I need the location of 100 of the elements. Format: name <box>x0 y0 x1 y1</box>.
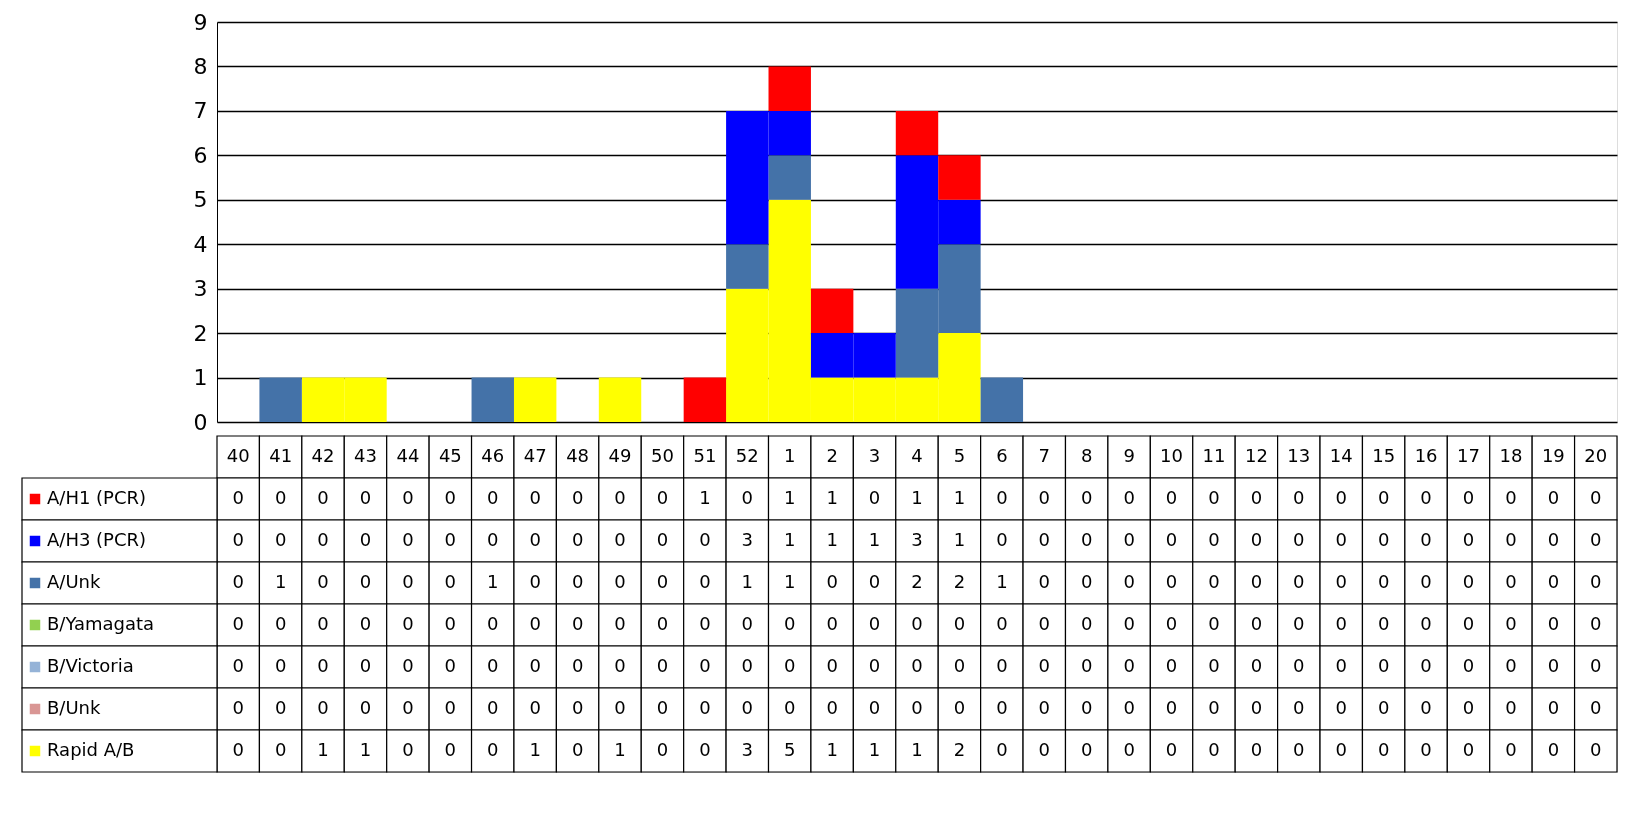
data-label: 1 <box>529 739 541 760</box>
data-label: 0 <box>656 571 669 592</box>
data-label: 0 <box>1208 529 1220 550</box>
data-label: 1 <box>359 739 372 760</box>
x-tick-label: 49 <box>608 445 632 466</box>
data-label: 0 <box>1250 529 1263 550</box>
x-tick-label: 46 <box>481 445 505 466</box>
data-label: 0 <box>1208 655 1220 676</box>
data-label: 1 <box>317 739 329 760</box>
x-tick-label: 15 <box>1372 445 1396 466</box>
data-label: 0 <box>1377 613 1390 634</box>
data-label: 0 <box>614 697 626 718</box>
data-label: 3 <box>741 529 754 550</box>
data-label: 0 <box>317 571 329 592</box>
data-label: 3 <box>741 739 754 760</box>
x-tick-label: 7 <box>1038 445 1050 466</box>
data-label: 0 <box>402 655 414 676</box>
data-label: 0 <box>996 487 1008 508</box>
data-label: 0 <box>1590 655 1602 676</box>
data-label: 0 <box>1547 739 1560 760</box>
data-label: 0 <box>487 697 499 718</box>
data-label: 0 <box>1293 697 1305 718</box>
y-tick-label: 1 <box>193 365 208 391</box>
data-label: 0 <box>274 739 287 760</box>
data-label: 0 <box>784 613 796 634</box>
data-label: 0 <box>699 613 711 634</box>
x-tick-label: 45 <box>438 445 462 466</box>
y-tick-label: 8 <box>193 53 208 79</box>
data-label: 1 <box>784 487 796 508</box>
data-label: 0 <box>232 697 244 718</box>
x-tick-label: 4 <box>911 445 923 466</box>
data-label: 1 <box>826 487 838 508</box>
data-label: 0 <box>1038 487 1050 508</box>
data-label: 0 <box>1547 697 1560 718</box>
data-label: 0 <box>571 613 584 634</box>
x-tick-label: 52 <box>735 445 759 466</box>
data-label: 1 <box>487 571 499 592</box>
data-label: 0 <box>571 739 584 760</box>
data-label: 1 <box>826 739 838 760</box>
x-tick-label: 11 <box>1202 445 1226 466</box>
data-label: 0 <box>1293 739 1305 760</box>
data-label: 0 <box>1590 697 1602 718</box>
data-label: 0 <box>1080 613 1093 634</box>
data-label: 0 <box>699 697 711 718</box>
data-label: 0 <box>1377 655 1390 676</box>
data-label: 0 <box>1590 613 1602 634</box>
data-label: 0 <box>1250 571 1263 592</box>
data-label: 0 <box>1420 613 1432 634</box>
data-label: 0 <box>1080 739 1093 760</box>
y-tick-label: 7 <box>193 98 208 124</box>
data-label: 0 <box>1462 739 1475 760</box>
data-label: 0 <box>1505 739 1517 760</box>
data-label: 0 <box>826 613 838 634</box>
y-tick-label: 0 <box>193 409 208 435</box>
data-label: 0 <box>444 613 457 634</box>
data-label: 0 <box>656 739 669 760</box>
data-label: 0 <box>529 487 541 508</box>
data-label: 0 <box>868 613 881 634</box>
data-label: 0 <box>614 487 626 508</box>
x-tick-label: 17 <box>1457 445 1480 466</box>
data-label: 0 <box>571 487 584 508</box>
y-tick-label: 4 <box>193 231 208 257</box>
bar <box>768 66 811 111</box>
data-label: 0 <box>402 613 414 634</box>
bar <box>683 377 727 422</box>
data-label: 0 <box>614 529 626 550</box>
data-label: 5 <box>784 739 796 760</box>
data-label: 1 <box>868 739 881 760</box>
data-label: 0 <box>1250 487 1263 508</box>
x-tick-label: 16 <box>1414 445 1438 466</box>
data-label: 0 <box>232 571 244 592</box>
data-label: 0 <box>1547 613 1560 634</box>
data-label: 0 <box>996 613 1008 634</box>
bar <box>513 377 557 422</box>
data-label: 0 <box>317 529 329 550</box>
data-label: 0 <box>868 571 881 592</box>
data-label: 0 <box>1123 529 1135 550</box>
data-label: 0 <box>1377 487 1390 508</box>
data-label: 2 <box>953 739 966 760</box>
data-label: 0 <box>826 697 838 718</box>
data-label: 0 <box>1505 655 1517 676</box>
data-label: 2 <box>953 571 966 592</box>
data-label: 0 <box>1123 487 1135 508</box>
data-label: 0 <box>996 529 1008 550</box>
y-tick-label: 6 <box>193 142 208 168</box>
data-label: 0 <box>317 487 329 508</box>
data-label: 0 <box>402 487 414 508</box>
data-label: 0 <box>359 487 372 508</box>
x-tick-label: 8 <box>1080 445 1093 466</box>
data-label: 0 <box>402 529 414 550</box>
data-label: 0 <box>1165 613 1178 634</box>
data-label: 0 <box>1547 571 1560 592</box>
data-label: 0 <box>1293 613 1305 634</box>
data-label: 0 <box>487 487 499 508</box>
data-label: 0 <box>1335 697 1347 718</box>
data-label: 0 <box>274 697 287 718</box>
data-label: 0 <box>784 697 796 718</box>
data-label: 0 <box>1123 613 1135 634</box>
bar <box>726 244 769 289</box>
data-label: 0 <box>911 655 923 676</box>
